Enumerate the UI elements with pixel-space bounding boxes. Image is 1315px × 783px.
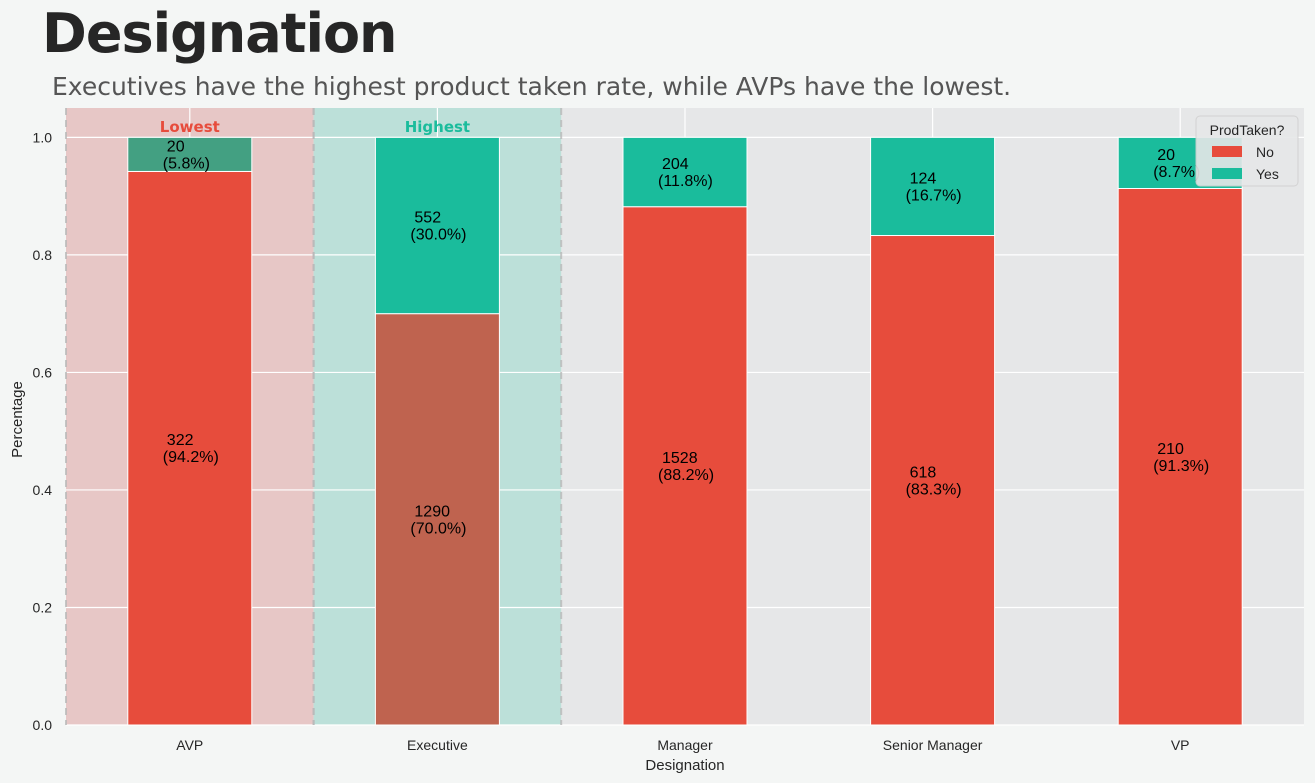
bar-yes-senior-manager [870, 136, 996, 237]
x-tick-label: VP [1171, 737, 1190, 753]
legend-title: ProdTaken? [1210, 122, 1285, 138]
data-label-no-count: 1528 [662, 450, 698, 467]
bar-yes-avp [127, 136, 253, 172]
y-tick-label: 0.0 [33, 717, 53, 733]
x-tick-label: Executive [407, 737, 468, 753]
x-axis-title: Designation [645, 757, 724, 774]
data-label-yes-count: 20 [167, 138, 185, 155]
legend-swatch-no [1212, 146, 1242, 157]
bar-no-vp [1117, 188, 1243, 726]
x-tick-label: AVP [176, 737, 203, 753]
data-label-no-count: 322 [167, 432, 194, 449]
bar-yes-executive [374, 136, 500, 315]
x-tick-label: Senior Manager [883, 737, 983, 753]
highlight-label-highest: Highest [405, 118, 470, 136]
data-label-no-pct: (70.0%) [410, 520, 466, 537]
data-label-yes-count: 20 [1157, 147, 1175, 164]
y-tick-label: 1.0 [33, 129, 53, 145]
data-label-yes-pct: (8.7%) [1153, 164, 1200, 181]
bar-no-senior-manager [870, 235, 996, 726]
chart-title: Designation [42, 2, 398, 65]
data-label-yes-count: 204 [662, 156, 689, 173]
legend-entry-yes: Yes [1256, 166, 1279, 182]
data-label-yes-pct: (30.0%) [410, 227, 466, 244]
bar-no-avp [127, 170, 253, 726]
highlight-label-lowest: Lowest [160, 118, 220, 136]
bar-no-executive [374, 313, 500, 726]
y-tick-label: 0.8 [33, 247, 53, 263]
data-label-yes-pct: (5.8%) [163, 155, 210, 172]
data-label-no-pct: (88.2%) [658, 467, 714, 484]
data-label-no-count: 1290 [414, 503, 450, 520]
data-label-no-count: 618 [910, 464, 937, 481]
data-label-yes-count: 552 [414, 210, 441, 227]
legend-entry-no: No [1256, 144, 1274, 160]
data-label-no-pct: (91.3%) [1153, 458, 1209, 475]
y-axis-title: Percentage [9, 381, 26, 458]
x-tick-label: Manager [657, 737, 713, 753]
y-tick-label: 0.2 [33, 599, 53, 615]
legend-swatch-yes [1212, 168, 1242, 179]
y-tick-label: 0.4 [33, 482, 53, 498]
data-label-no-pct: (83.3%) [906, 481, 962, 498]
y-tick-label: 0.6 [33, 364, 53, 380]
data-label-no-pct: (94.2%) [163, 449, 219, 466]
chart-subtitle: Executives have the highest product take… [52, 72, 1012, 101]
data-label-no-count: 210 [1157, 441, 1184, 458]
data-label-yes-count: 124 [910, 170, 937, 187]
data-label-yes-pct: (11.8%) [658, 173, 713, 190]
data-label-yes-pct: (16.7%) [906, 187, 962, 204]
bar-no-manager [622, 206, 748, 726]
bar-yes-manager [622, 136, 748, 208]
